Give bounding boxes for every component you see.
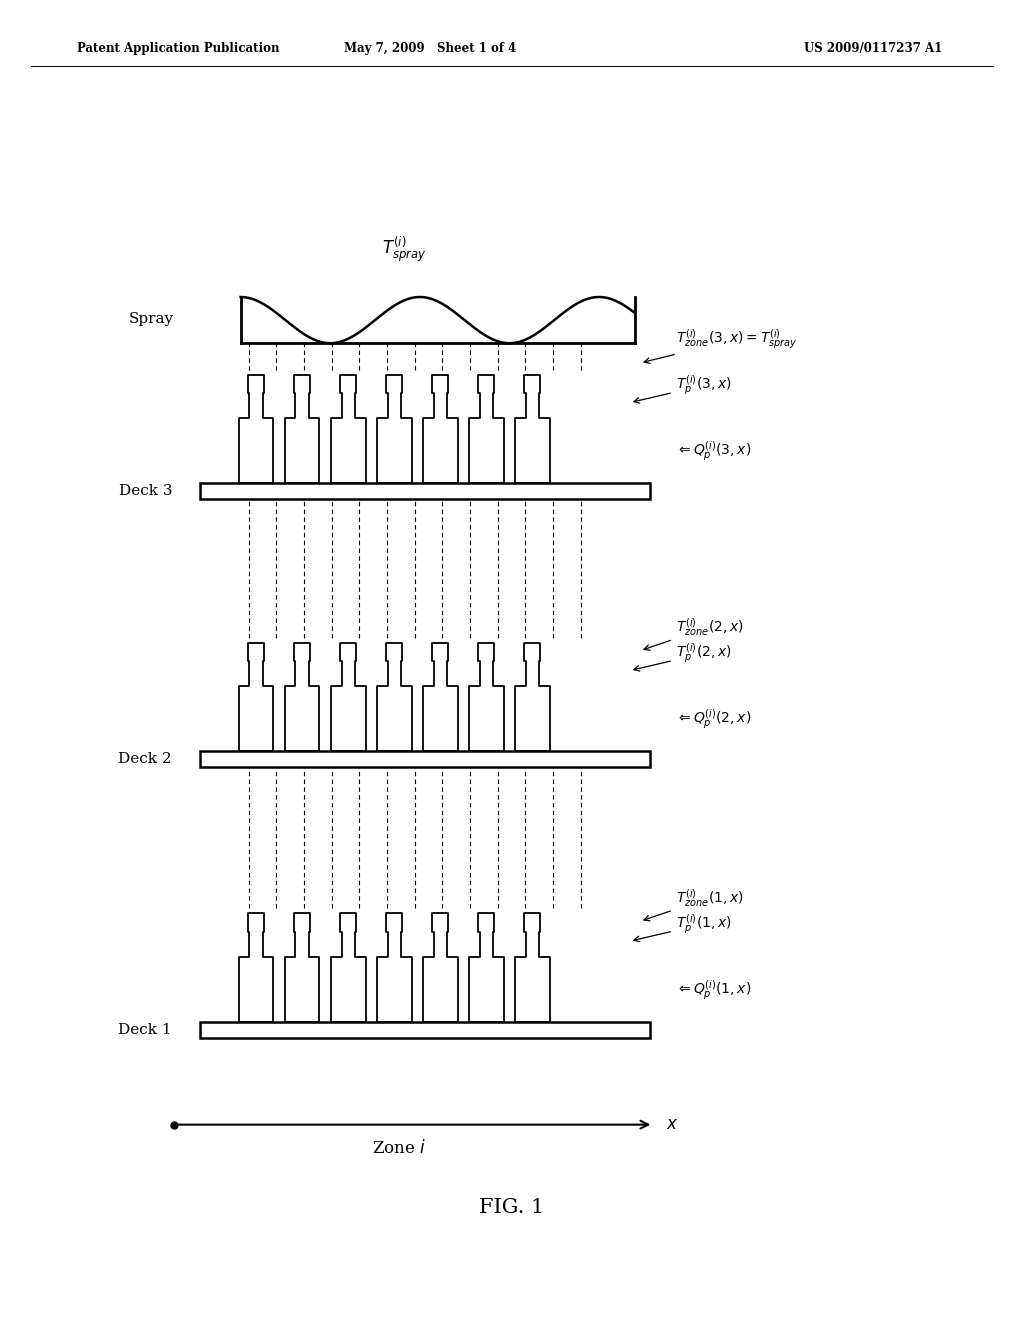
Bar [200,483,650,499]
Bar [200,1022,650,1038]
Text: Deck 2: Deck 2 [119,752,172,766]
Text: May 7, 2009   Sheet 1 of 4: May 7, 2009 Sheet 1 of 4 [344,42,516,55]
Text: $T_{\mathit{zone}}^{(i)}(1,x)$: $T_{\mathit{zone}}^{(i)}(1,x)$ [644,887,743,921]
Text: $T_{p}^{(i)}(3,x)$: $T_{p}^{(i)}(3,x)$ [634,374,732,403]
Text: Patent Application Publication: Patent Application Publication [77,42,280,55]
Text: FIG. 1: FIG. 1 [479,1199,545,1217]
Text: Spray: Spray [129,313,174,326]
Text: $T_{p}^{(i)}(2,x)$: $T_{p}^{(i)}(2,x)$ [634,642,732,671]
Text: Zone $i$: Zone $i$ [373,1139,426,1158]
Text: $T_{\mathit{zone}}^{(i)}(2,x)$: $T_{\mathit{zone}}^{(i)}(2,x)$ [644,616,743,651]
Text: $T_{\mathit{zone}}^{(i)}(3,x) = T_{\mathit{spray}}^{(i)}$: $T_{\mathit{zone}}^{(i)}(3,x) = T_{\math… [644,327,798,363]
Text: $T_{\mathit{spray}}^{(i)}$: $T_{\mathit{spray}}^{(i)}$ [382,235,427,264]
Text: $\Leftarrow Q_{p}^{(i)}(1,x)$: $\Leftarrow Q_{p}^{(i)}(1,x)$ [676,978,752,1002]
Text: $\Leftarrow Q_{p}^{(i)}(2,x)$: $\Leftarrow Q_{p}^{(i)}(2,x)$ [676,708,752,731]
Bar [200,751,650,767]
Text: $T_{p}^{(i)}(1,x)$: $T_{p}^{(i)}(1,x)$ [634,912,732,941]
Text: US 2009/0117237 A1: US 2009/0117237 A1 [804,42,942,55]
Text: Deck 3: Deck 3 [119,484,172,498]
Text: Deck 1: Deck 1 [119,1023,172,1036]
Text: $x$: $x$ [666,1117,678,1133]
Text: $\Leftarrow Q_{p}^{(i)}(3,x)$: $\Leftarrow Q_{p}^{(i)}(3,x)$ [676,440,752,463]
